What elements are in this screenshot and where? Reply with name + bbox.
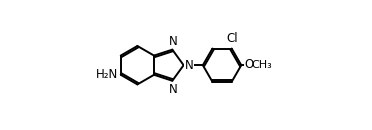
- Text: H₂N: H₂N: [96, 68, 118, 81]
- Text: N: N: [169, 35, 178, 48]
- Text: O: O: [244, 58, 253, 71]
- Text: N: N: [185, 59, 193, 72]
- Text: Cl: Cl: [227, 32, 238, 45]
- Text: CH₃: CH₃: [252, 60, 273, 70]
- Text: N: N: [169, 83, 178, 96]
